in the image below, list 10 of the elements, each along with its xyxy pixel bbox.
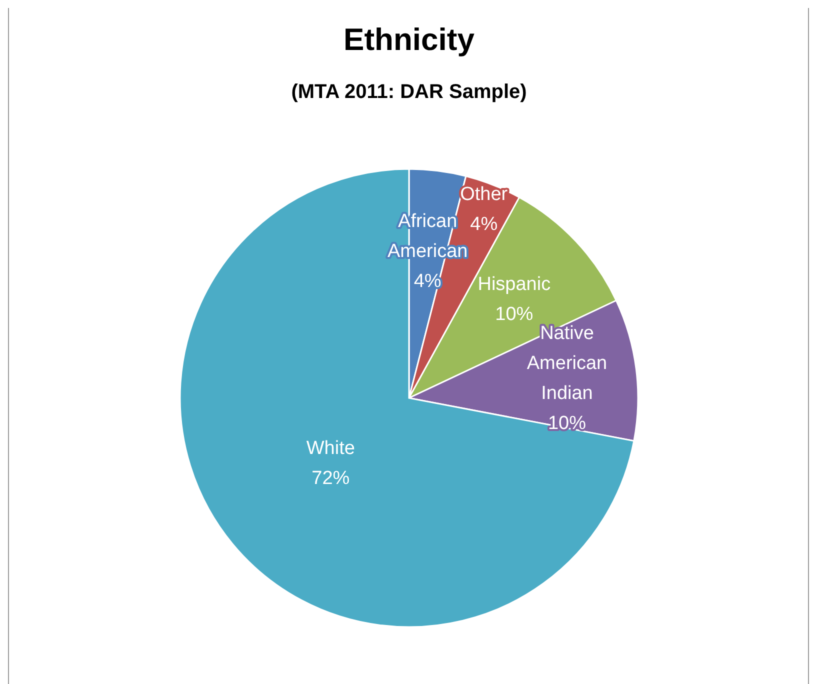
data-label: 10% [495,304,534,325]
slice-label: White [306,437,355,458]
slice-label: Native American Indian [526,322,608,404]
data-label: 72% [312,467,350,488]
pie-slice [179,168,635,628]
data-label: 4% [470,213,498,234]
slice-label: Other [460,183,508,204]
chart-title: Ethnicity [344,22,476,57]
slice-label: Hispanic [478,274,551,295]
chart-subtitle: (MTA 2011: DAR Sample) [291,81,527,103]
